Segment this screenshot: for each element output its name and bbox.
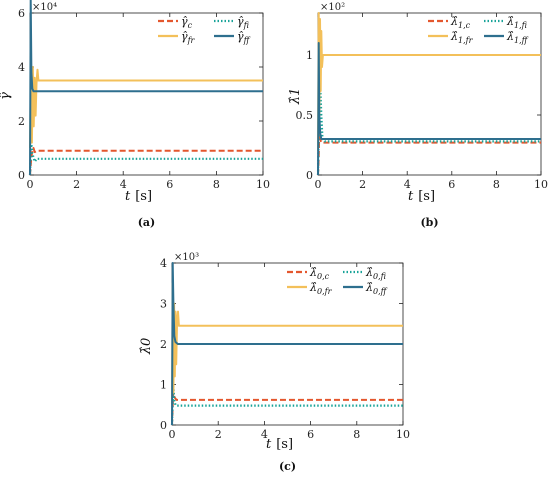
x-tick-label: 2 xyxy=(215,428,222,441)
x-tick-label: 0 xyxy=(315,178,322,191)
x-tick-label: 8 xyxy=(213,178,220,191)
y-tick-label: 2 xyxy=(18,115,25,128)
series-line-fi xyxy=(28,141,263,176)
x-tick-label: 4 xyxy=(261,428,268,441)
y-tick-label: 2 xyxy=(160,338,167,351)
axis-multiplier: ×10⁴ xyxy=(32,2,57,13)
x-tick-label: 8 xyxy=(353,428,360,441)
series-line-c xyxy=(29,147,263,176)
x-tick-label: 4 xyxy=(120,178,127,191)
x-axis-label: t [s] xyxy=(125,189,152,204)
x-tick-label: 6 xyxy=(448,178,455,191)
series-line-ff xyxy=(317,42,541,176)
x-tick-label: 8 xyxy=(493,178,500,191)
y-tick-label: 1 xyxy=(306,49,313,62)
y-tick-label: 4 xyxy=(18,61,25,74)
series-line-fi xyxy=(316,83,541,176)
legend-label-fi: γ̂fi xyxy=(237,15,249,30)
x-tick-label: 10 xyxy=(534,178,548,191)
y-tick-label: 4 xyxy=(160,257,167,270)
legend-label-c: λ̂1,c xyxy=(450,15,471,30)
legend-label-c: γ̂c xyxy=(181,15,193,30)
panel-caption: (c) xyxy=(279,460,296,473)
y-axis-label: λ̂1 xyxy=(288,88,303,106)
x-tick-label: 10 xyxy=(256,178,270,191)
y-tick-label: 0 xyxy=(306,169,313,182)
x-tick-label: 6 xyxy=(307,428,314,441)
series-line-fi xyxy=(170,383,403,426)
x-tick-label: 0 xyxy=(169,428,176,441)
legend-label-fr: λ̂1,fr xyxy=(450,30,474,45)
y-tick-label: 3 xyxy=(160,298,167,311)
y-tick-label: 0 xyxy=(160,419,167,432)
x-tick-label: 4 xyxy=(404,178,411,191)
chart-panel-b: 0 2 4 6 8 10 0 0.5 1 ×10² λ̂1,c λ̂1,fi λ̂1,fr λ̂1,ff t… xyxy=(288,2,548,229)
legend-label-fi: λ̂0,fi xyxy=(365,266,386,281)
x-tick-label: 6 xyxy=(166,178,173,191)
legend-label-fr: γ̂fr xyxy=(181,30,196,45)
y-axis-label: γ̂ xyxy=(0,92,13,100)
y-tick-label: 0.5 xyxy=(296,109,314,122)
legend-label-c: λ̂0,c xyxy=(309,266,330,281)
axis-multiplier: ×10³ xyxy=(174,252,199,263)
legend-label-fi: λ̂1,fi xyxy=(506,15,527,30)
series-line-c xyxy=(171,391,403,426)
series-line-ff xyxy=(171,262,403,426)
legend-label-fr: λ̂0,fr xyxy=(309,281,333,296)
series-line-fr xyxy=(29,66,263,149)
x-tick-label: 10 xyxy=(396,428,410,441)
panel-caption: (a) xyxy=(138,216,156,229)
legend-label-ff: λ̂1,ff xyxy=(506,30,529,45)
panel-caption: (b) xyxy=(420,216,438,229)
series-line-ff xyxy=(29,0,263,176)
x-tick-label: 2 xyxy=(359,178,366,191)
y-tick-label: 6 xyxy=(18,7,25,20)
legend-label-ff: λ̂0,ff xyxy=(365,281,388,296)
x-tick-label: 2 xyxy=(73,178,80,191)
chart-panel-a: 0 2 4 6 8 10 0 2 4 6 ×10⁴ γ̂c γ̂fi γ̂fr γ̂ff t[s] γ̂ (a) xyxy=(0,0,270,229)
y-axis-label: λ̂0 xyxy=(139,338,154,356)
y-tick-label: 1 xyxy=(160,379,167,392)
axis-multiplier: ×10² xyxy=(320,2,345,13)
x-axis-label: t [s] xyxy=(408,189,435,204)
x-tick-label: 0 xyxy=(27,178,34,191)
y-tick-label: 0 xyxy=(18,169,25,182)
chart-panel-c: 0 2 4 6 8 10 0 1 2 3 4 ×10³ λ̂0,c λ̂0,fi λ̂0,fr λ̂0,ff t… xyxy=(139,252,410,473)
x-axis-label: t [s] xyxy=(266,437,293,452)
legend-label-ff: γ̂ff xyxy=(237,30,251,45)
